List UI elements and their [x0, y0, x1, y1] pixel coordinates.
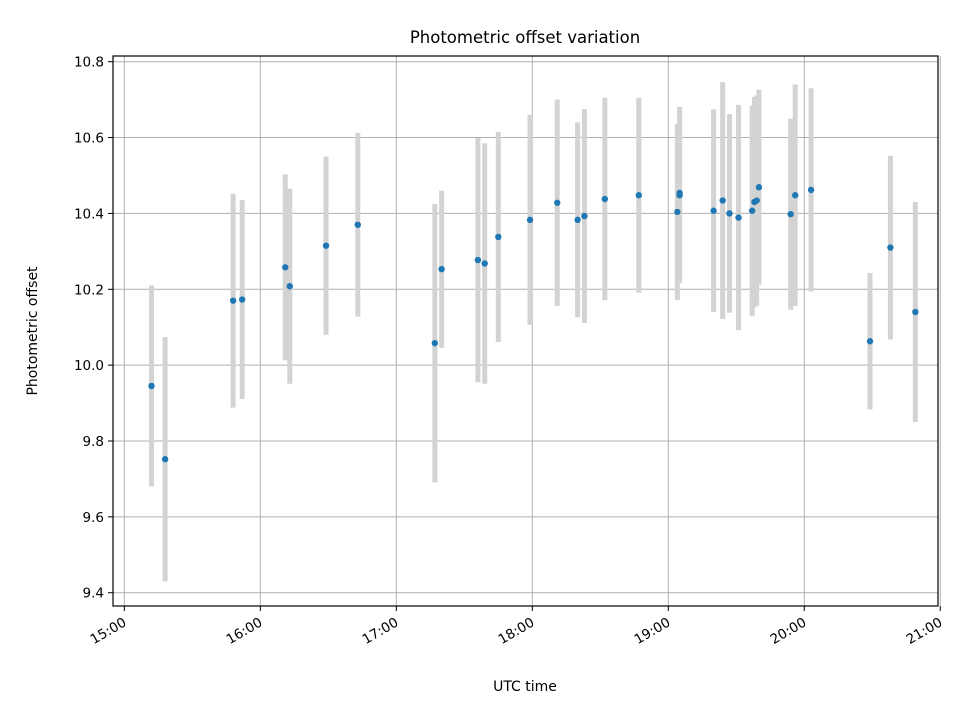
data-point	[601, 195, 609, 203]
data-point	[753, 197, 760, 204]
data-point	[792, 192, 799, 199]
data-point	[238, 296, 246, 303]
data-point	[726, 210, 733, 217]
y-tick-label: 9.6	[83, 510, 104, 526]
data-point	[229, 297, 237, 304]
data-point	[282, 264, 289, 271]
data-point	[866, 338, 874, 345]
data-point	[438, 265, 445, 273]
data-point	[322, 242, 330, 249]
y-tick-label: 10.2	[74, 282, 104, 298]
data-point	[481, 260, 488, 267]
data-point	[887, 244, 894, 251]
data-point	[748, 207, 756, 214]
data-point	[755, 184, 763, 191]
data-point	[674, 208, 681, 216]
y-axis-ticks: 9.4 9.6 9.8 10.0 10.2 10.4 10.6 10.8	[74, 55, 113, 602]
data-point	[286, 283, 293, 290]
data-point	[581, 212, 588, 220]
data-point	[526, 216, 534, 224]
data-point	[354, 221, 361, 228]
data-point	[912, 308, 919, 316]
data-point	[787, 210, 794, 218]
data-point	[161, 456, 169, 463]
data-point	[431, 339, 439, 347]
data-point	[676, 189, 683, 197]
y-tick-label: 10.8	[74, 55, 104, 71]
data-point	[807, 186, 815, 194]
data-point	[148, 382, 155, 390]
y-axis-label: Photometric offset	[25, 266, 41, 396]
plot-frame	[112, 55, 939, 607]
chart-title: Photometric offset variation	[410, 28, 640, 47]
data-point	[495, 233, 502, 241]
data-point	[635, 192, 643, 199]
data-point	[554, 199, 561, 206]
y-tick-label: 10.4	[74, 206, 104, 222]
y-tick-label: 10.6	[74, 131, 104, 147]
data-point	[735, 214, 742, 221]
data-points	[148, 184, 919, 463]
data-point	[574, 216, 581, 224]
y-tick-label: 10.0	[74, 358, 104, 374]
data-point	[719, 197, 726, 204]
y-tick-label: 9.8	[83, 434, 104, 450]
data-point	[710, 207, 717, 214]
data-point	[474, 256, 482, 264]
x-axis-label: UTC time	[493, 679, 557, 695]
y-tick-label: 9.4	[83, 586, 104, 602]
grid	[113, 56, 941, 606]
